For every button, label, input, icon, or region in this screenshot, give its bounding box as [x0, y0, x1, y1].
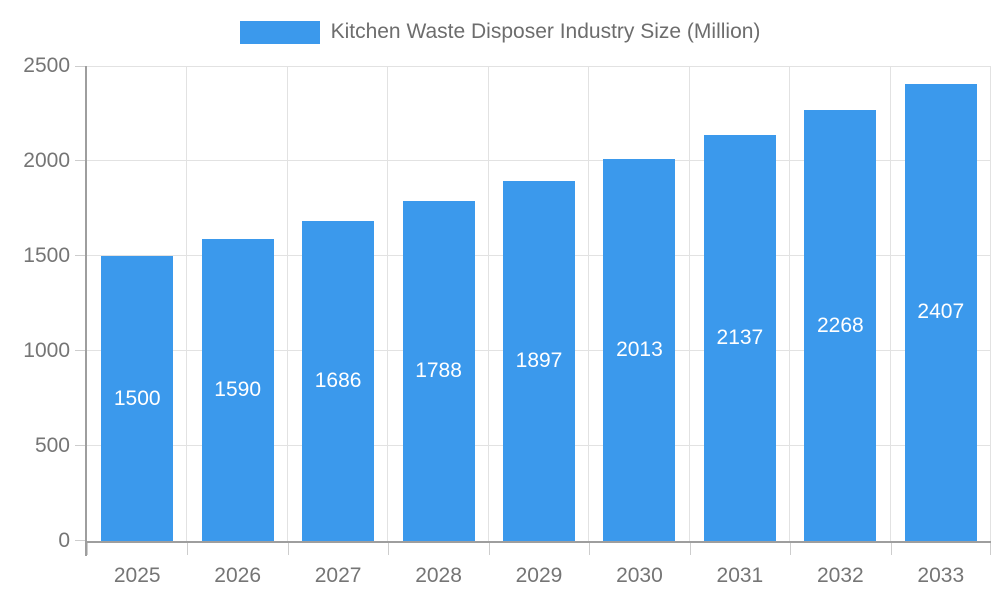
y-axis-tick	[75, 540, 85, 541]
x-axis-tick	[488, 543, 490, 555]
y-axis-tick	[75, 445, 85, 446]
bar-value-label: 2137	[716, 325, 764, 349]
x-axis-label: 2028	[415, 564, 462, 587]
y-axis-label: 500	[34, 434, 70, 457]
x-axis-label: 2031	[716, 564, 764, 587]
bar[interactable]: 1500	[101, 256, 174, 541]
bar-value-label: 1686	[314, 368, 362, 392]
bar[interactable]: 2407	[904, 83, 977, 541]
gridline-vertical	[588, 66, 590, 541]
y-axis-tick	[75, 160, 85, 161]
x-axis-tick	[689, 543, 691, 555]
x-axis-tick	[990, 543, 991, 555]
bar[interactable]: 2137	[703, 134, 776, 541]
y-axis-label: 1000	[23, 339, 70, 362]
plot-area: 0 500 1000 1500 2000 2500 1500 2025 1590 2026 1686…	[23, 54, 991, 587]
gridline-vertical	[186, 66, 188, 541]
x-axis-label: 2027	[314, 564, 362, 587]
y-axis-line-extension	[85, 543, 87, 556]
y-axis-label: 1500	[23, 244, 70, 267]
legend-item[interactable]: Kitchen Waste Disposer Industry Size (Mi…	[0, 20, 1000, 44]
y-axis-label: 0	[58, 529, 70, 552]
legend-label: Kitchen Waste Disposer Industry Size (Mi…	[330, 20, 761, 43]
gridline-vertical	[286, 66, 288, 541]
bar-value-label: 1500	[113, 386, 161, 410]
x-axis-tick	[790, 543, 792, 555]
x-axis-tick	[388, 543, 390, 555]
x-axis-label: 2032	[816, 564, 864, 587]
bar[interactable]: 2268	[804, 110, 877, 541]
y-axis-label: 2500	[23, 54, 70, 77]
gridline-vertical	[487, 66, 489, 541]
y-axis-tick	[75, 350, 85, 351]
x-axis-label: 2026	[214, 564, 262, 587]
bar-value-label: 2407	[917, 300, 965, 324]
gridline-horizontal	[87, 160, 991, 161]
x-axis-label: 2029	[515, 564, 563, 587]
gridline-vertical	[688, 66, 690, 541]
x-axis-tick	[589, 543, 591, 555]
x-axis-tick	[890, 543, 892, 555]
bar-value-label: 1897	[515, 348, 563, 372]
bar-value-label: 2268	[816, 313, 864, 337]
x-axis-tick	[187, 543, 189, 555]
bar[interactable]: 1686	[302, 220, 375, 541]
bar-value-label: 1590	[214, 377, 262, 401]
bar-value-label: 1788	[415, 359, 462, 383]
gridline-vertical	[990, 66, 991, 541]
y-axis-tick	[75, 66, 85, 67]
x-axis-label: 2025	[113, 564, 161, 587]
bar[interactable]: 1788	[402, 201, 475, 541]
x-axis-tick	[287, 543, 289, 555]
x-axis-label: 2033	[917, 564, 965, 587]
bar[interactable]: 1590	[201, 238, 274, 541]
gridline-vertical	[789, 66, 791, 541]
bar[interactable]: 1897	[503, 180, 575, 541]
y-axis-tick	[75, 255, 85, 256]
legend-swatch-icon	[239, 20, 320, 44]
bar-value-label: 2013	[616, 337, 663, 361]
x-axis-tick	[87, 543, 88, 555]
gridline-horizontal	[87, 66, 991, 67]
y-axis-label: 2000	[23, 149, 70, 172]
x-axis-label: 2030	[616, 564, 663, 587]
bar[interactable]: 2013	[603, 158, 676, 541]
gridline-vertical	[387, 66, 389, 541]
gridline-vertical	[889, 66, 891, 541]
